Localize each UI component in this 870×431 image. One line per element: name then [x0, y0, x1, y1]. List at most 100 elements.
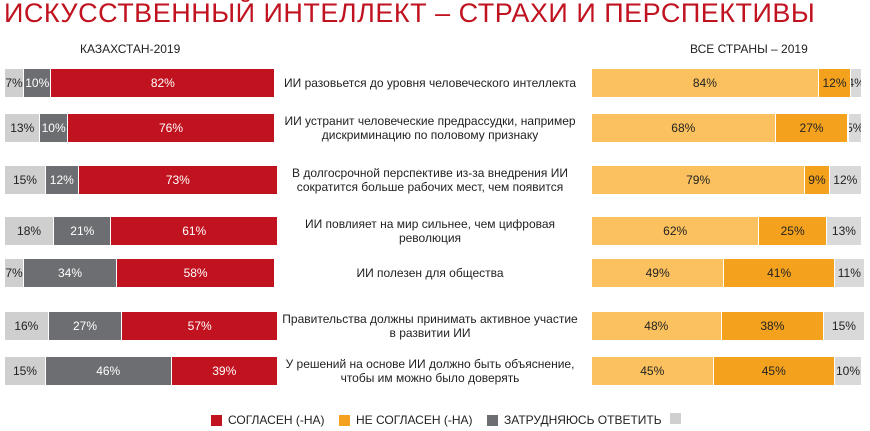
- bar-segment: 34%: [24, 259, 117, 287]
- bar-segment: 12%: [818, 69, 852, 97]
- bar-segment: 10%: [40, 114, 68, 142]
- value-label: 45%: [640, 364, 665, 378]
- value-label: 84%: [692, 76, 717, 90]
- bar-segment: 39%: [171, 357, 278, 385]
- value-label: 15%: [12, 173, 37, 187]
- bar-segment: 61%: [111, 217, 278, 245]
- bar-segment: 4%: [851, 69, 862, 97]
- value-label: 25%: [780, 224, 805, 238]
- bar-segment: 7%: [5, 259, 25, 287]
- value-label: 45%: [761, 364, 786, 378]
- bar-segment: 45%: [592, 357, 714, 385]
- bar-segment: 79%: [592, 166, 806, 194]
- bar-segment: 13%: [5, 114, 41, 142]
- bar-segment: 73%: [78, 166, 278, 194]
- legend-item: НЕ СОГЛАСЕН (-НА): [333, 413, 473, 427]
- value-label: 12%: [833, 173, 858, 187]
- bar-segment: 38%: [721, 312, 825, 340]
- category-label: У решений на основе ИИ должно быть объяс…: [285, 357, 575, 385]
- value-label: 34%: [58, 266, 83, 280]
- value-label: 15%: [831, 319, 856, 333]
- value-label: 39%: [212, 364, 237, 378]
- value-label: 5%: [849, 121, 862, 135]
- value-label: 10%: [25, 76, 50, 90]
- bar-segment: 18%: [5, 217, 55, 245]
- legend-item: [664, 413, 687, 424]
- bar-segment: 57%: [122, 312, 278, 340]
- value-label: 18%: [17, 224, 42, 238]
- bar-segment: 49%: [592, 259, 725, 287]
- value-label: 46%: [96, 364, 121, 378]
- value-label: 11%: [837, 266, 861, 280]
- value-label: 61%: [182, 224, 207, 238]
- bar-segment: 9%: [805, 166, 830, 194]
- value-label: 48%: [644, 319, 669, 333]
- legend-label: НЕ СОГЛАСЕН (-НА): [356, 413, 473, 427]
- value-label: 21%: [70, 224, 95, 238]
- bar-segment: 7%: [5, 69, 25, 97]
- value-label: 7%: [5, 266, 23, 280]
- bar-segment: 68%: [592, 114, 776, 142]
- bar-segment: 15%: [5, 357, 46, 385]
- bar-segment: 13%: [826, 217, 862, 245]
- bar-segment: 5%: [848, 114, 862, 142]
- value-label: 7%: [5, 76, 23, 90]
- bar-segment: 27%: [48, 312, 123, 340]
- bar-segment: 11%: [835, 259, 865, 287]
- value-label: 13%: [10, 121, 35, 135]
- panel-label: ВСЕ СТРАНЫ – 2019: [690, 42, 808, 56]
- category-label: ИИ устранит человеческие предрассудки, н…: [284, 114, 576, 142]
- bar-segment: 46%: [45, 357, 172, 385]
- value-label: 73%: [165, 173, 190, 187]
- bar-segment: 16%: [5, 312, 49, 340]
- category-label: ИИ полезен для общества: [356, 266, 504, 280]
- legend-swatch: [487, 414, 498, 426]
- value-label: 58%: [183, 266, 208, 280]
- value-label: 79%: [686, 173, 711, 187]
- legend-item: ЗАТРУДНЯЮСЬ ОТВЕТИТЬ: [481, 413, 662, 427]
- legend-item: СОГЛАСЕН (-НА): [205, 413, 325, 427]
- value-label: 12%: [822, 76, 847, 90]
- panel-label: КАЗАХСТАН-2019: [80, 42, 181, 56]
- category-label: Правительства должны принимать активное …: [282, 312, 578, 340]
- bar-segment: 21%: [54, 217, 112, 245]
- value-label: 15%: [12, 364, 37, 378]
- category-label: ИИ разовьется до уровня человеческого ин…: [283, 76, 576, 90]
- chart-title: ИСКУССТВЕННЫЙ ИНТЕЛЛЕКТ – СТРАХИ И ПЕРСП…: [4, 0, 816, 28]
- category-label: В долгосрочной перспективе из-за внедрен…: [292, 166, 568, 194]
- value-label: 49%: [645, 266, 670, 280]
- value-label: 27%: [799, 121, 824, 135]
- bar-segment: 58%: [116, 259, 276, 287]
- bar-segment: 62%: [592, 217, 760, 245]
- bar-segment: 10%: [24, 69, 52, 97]
- value-label: 9%: [808, 173, 826, 187]
- bar-segment: 25%: [759, 217, 827, 245]
- value-label: 68%: [671, 121, 696, 135]
- value-label: 10%: [41, 121, 66, 135]
- bar-segment: 15%: [824, 312, 865, 340]
- bar-segment: 10%: [835, 357, 862, 385]
- value-label: 82%: [150, 76, 175, 90]
- bar-segment: 45%: [713, 357, 835, 385]
- bar-segment: 12%: [45, 166, 79, 194]
- bar-segment: 12%: [829, 166, 862, 194]
- bar-segment: 48%: [592, 312, 722, 340]
- legend-label: СОГЛАСЕН (-НА): [228, 413, 325, 427]
- legend-swatch: [339, 414, 350, 426]
- legend-swatch: [670, 413, 681, 424]
- bar-segment: 15%: [5, 166, 46, 194]
- value-label: 16%: [14, 319, 39, 333]
- value-label: 10%: [835, 364, 861, 378]
- value-label: 38%: [760, 319, 785, 333]
- value-label: 27%: [73, 319, 98, 333]
- value-label: 57%: [187, 319, 212, 333]
- bar-segment: 27%: [775, 114, 849, 142]
- value-label: 62%: [663, 224, 688, 238]
- bar-segment: 41%: [724, 259, 835, 287]
- value-label: 41%: [767, 266, 792, 280]
- value-label: 13%: [831, 224, 856, 238]
- value-label: 12%: [49, 173, 74, 187]
- value-label: 4%: [851, 76, 861, 90]
- value-label: 76%: [159, 121, 184, 135]
